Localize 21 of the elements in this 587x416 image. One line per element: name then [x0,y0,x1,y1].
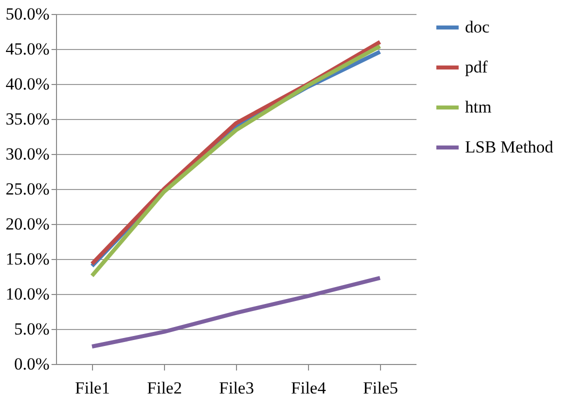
y-tick-label: 0.0% [14,354,50,374]
x-tick-label: File5 [363,378,398,398]
legend-label: doc [465,18,490,36]
legend-label: htm [465,98,492,116]
y-tick-label: 40.0% [6,74,50,94]
x-tick-label: File1 [75,378,110,398]
y-tick-label: 50.0% [6,4,50,24]
y-tick-label: 35.0% [6,110,50,128]
y-tick-label: 10.0% [6,284,50,304]
legend-label: pdf [465,58,488,76]
y-tick-label: 45.0% [6,40,50,58]
y-tick-label: 20.0% [6,214,50,234]
x-tick-label: File2 [147,378,182,398]
legend-label: LSB Method [465,138,554,156]
y-tick-label: 15.0% [6,250,50,268]
line-series [90,276,382,348]
y-tick-label: 30.0% [6,144,50,164]
y-tick-label: 5.0% [14,320,50,338]
y-tick-label: 25.0% [6,180,50,198]
x-tick-label: File3 [219,378,254,398]
x-tick-label: File4 [291,378,326,398]
